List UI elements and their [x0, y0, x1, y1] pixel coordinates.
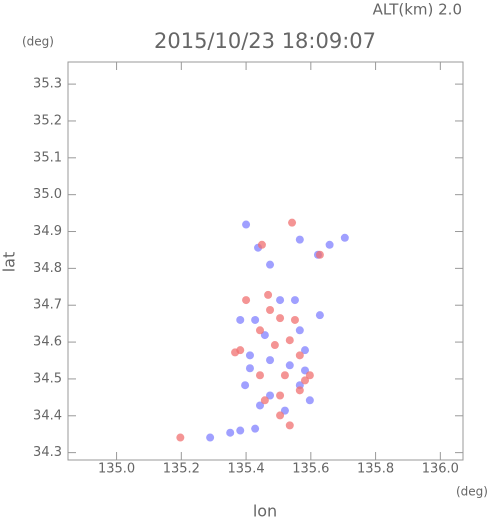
echo-point	[285, 361, 294, 370]
echo-point	[295, 351, 304, 360]
echo-point	[295, 386, 304, 395]
y-tick-label: 34.8	[33, 261, 62, 276]
echo-point	[301, 376, 309, 385]
echo-point	[285, 336, 294, 345]
echo-point	[206, 433, 215, 442]
echo-point	[288, 218, 297, 227]
x-tick-label: 135.4	[227, 462, 264, 477]
echo-point	[255, 371, 264, 380]
echo-point	[276, 314, 285, 323]
y-tick-label: 34.5	[33, 371, 62, 386]
x-unit: (deg)	[456, 485, 488, 499]
y-tick-label: 34.3	[33, 445, 62, 460]
echo-point	[251, 424, 260, 433]
echo-point	[241, 381, 250, 390]
y-tick-label: 35.3	[33, 77, 62, 92]
y-tick-label: 34.7	[33, 298, 62, 313]
echo-point	[276, 296, 285, 305]
echo-point	[285, 421, 294, 430]
echo-point	[264, 290, 273, 299]
y-axis-label: lat	[0, 252, 19, 273]
echo-point	[315, 250, 324, 259]
echo-point	[255, 401, 264, 410]
echo-point	[295, 326, 304, 335]
echo-point	[242, 220, 251, 229]
echo-point	[251, 315, 260, 324]
echo-point	[255, 326, 264, 335]
x-tick-label: 135.0	[98, 462, 135, 477]
chart-title: 2015/10/23 18:09:07	[154, 29, 376, 53]
echo-point	[270, 341, 279, 350]
echo-point	[305, 371, 314, 380]
y-tick-label: 35.1	[33, 150, 62, 165]
echo-point	[301, 346, 309, 355]
echo-point	[325, 240, 334, 249]
echo-point	[245, 351, 254, 360]
x-tick-label: 135.2	[163, 462, 200, 477]
altitude-label: ALT(km) 2.0	[373, 1, 462, 19]
y-tick-label: 35.2	[33, 113, 62, 128]
echo-point	[305, 396, 314, 405]
y-tick-label: 34.9	[33, 224, 62, 239]
echo-point	[266, 391, 275, 400]
echo-point	[266, 260, 275, 269]
x-axis-label: lon	[253, 502, 277, 521]
y-tick-label: 34.6	[33, 335, 62, 350]
y-unit: (deg)	[22, 35, 54, 49]
echo-point	[340, 233, 349, 242]
x-tick-label: 135.8	[357, 462, 394, 477]
echo-point	[257, 240, 266, 249]
echo-point	[266, 306, 275, 315]
echo-point	[290, 315, 299, 324]
echo-point	[226, 428, 235, 437]
echo-point	[236, 426, 245, 435]
x-tick-label: 136.0	[422, 462, 459, 477]
plot-frame	[67, 61, 464, 461]
echo-point	[315, 311, 324, 320]
echo-point	[242, 296, 251, 305]
echo-point	[295, 235, 304, 244]
y-tick-label: 35.0	[33, 187, 62, 202]
echo-point	[276, 391, 285, 400]
echo-point	[260, 396, 269, 405]
echo-point	[290, 296, 299, 305]
x-tick-label: 135.6	[292, 462, 329, 477]
echo-point	[245, 364, 254, 373]
echo-point	[280, 371, 289, 380]
echo-point	[231, 348, 240, 357]
echo-point	[276, 411, 285, 420]
echo-point	[236, 315, 245, 324]
y-tick-label: 34.4	[33, 408, 62, 423]
echo-point	[176, 433, 185, 442]
echo-point	[266, 356, 275, 365]
